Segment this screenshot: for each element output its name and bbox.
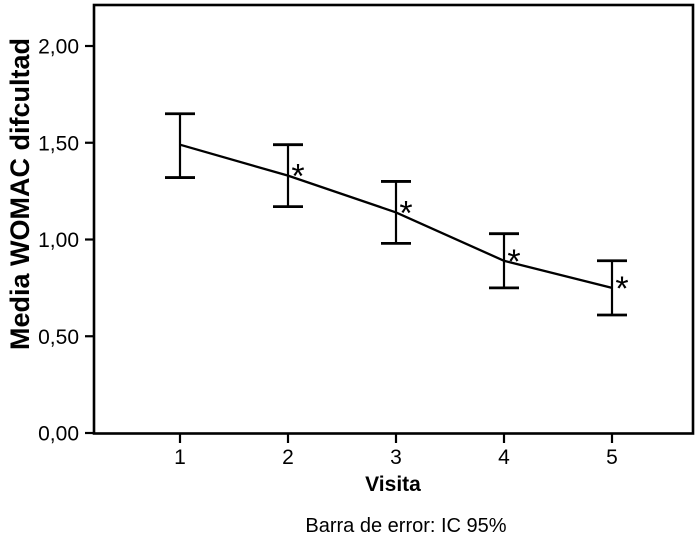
x-axis-title: Visita <box>365 473 421 496</box>
y-axis-tick-label: 1,50 <box>38 132 79 155</box>
y-axis-tick-label: 0,50 <box>38 326 79 349</box>
significance-marker: * <box>507 243 520 281</box>
significance-marker: * <box>399 194 412 232</box>
error-bar-caption: Barra de error: IC 95% <box>305 515 506 537</box>
x-axis-tick-label: 4 <box>498 446 510 469</box>
data-line <box>179 143 613 289</box>
significance-marker: * <box>291 158 304 196</box>
plot-layer: 0,00 0,50 1,00 1,50 2,00 1 2 3 4 5 * * * * <box>38 3 695 469</box>
x-axis-tick-label: 1 <box>174 446 186 469</box>
significance-marker: * <box>615 270 628 308</box>
y-axis-tick-label: 2,00 <box>38 36 79 59</box>
y-axis-title: Media WOMAC difcultad <box>5 38 35 350</box>
x-axis-tick-label: 2 <box>282 446 294 469</box>
y-axis-tick-label: 1,00 <box>38 229 79 252</box>
y-axis-tick-label: 0,00 <box>38 423 79 446</box>
plot-frame <box>92 3 695 435</box>
x-axis-tick-label: 3 <box>390 446 402 469</box>
x-axis-tick-label: 5 <box>606 446 618 469</box>
